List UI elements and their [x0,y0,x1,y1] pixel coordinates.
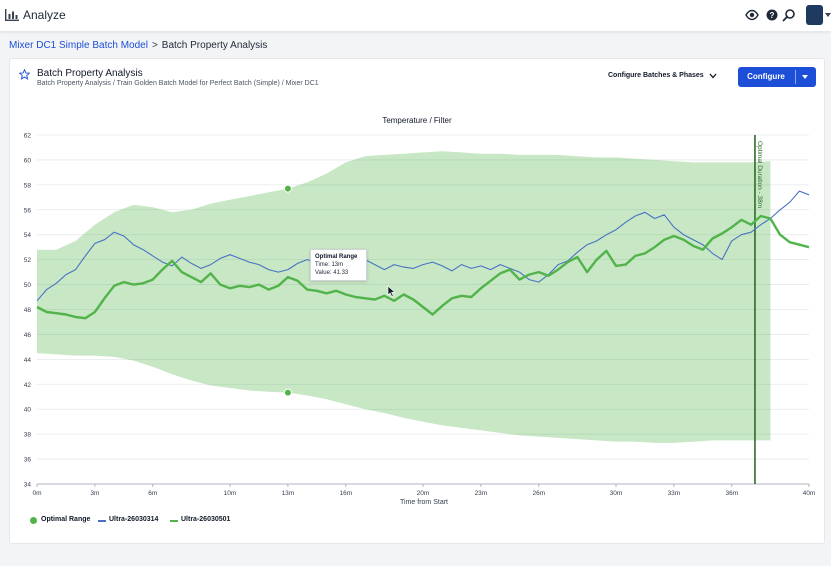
legend-label: Ultra-26030501 [181,516,231,523]
x-tick-label: 33m [668,490,681,497]
x-axis-label: Time from Start [400,499,448,506]
breadcrumb-parent-link[interactable]: Mixer DC1 Simple Batch Model [9,40,148,51]
mouse-cursor-icon [387,285,396,297]
legend-label: Ultra-26030314 [109,516,159,523]
chart-title: Temperature / Filter [382,116,452,125]
analysis-card: Batch Property Analysis Batch Property A… [9,58,825,544]
x-tick-label: 3m [90,490,99,497]
series-line-ultra-26030314[interactable] [36,190,810,302]
y-tick-label: 60 [24,157,32,164]
y-tick-label: 52 [24,257,32,264]
legend-label: Optimal Range [41,516,91,523]
x-tick-label: 30m [610,490,623,497]
x-tick-label: 13m [282,490,295,497]
optimal-range-point[interactable] [283,388,292,397]
y-tick-label: 62 [24,133,32,140]
breadcrumb-separator: > [151,40,158,51]
chevron-down-icon[interactable] [709,73,717,79]
card-subtitle: Batch Property Analysis / Train Golden B… [37,80,319,87]
x-tick-label: 20m [417,490,430,497]
y-tick-label: 46 [24,332,32,339]
help-icon[interactable]: ? [765,8,779,22]
y-tick-label: 38 [24,432,32,439]
breadcrumb-current: Batch Property Analysis [161,40,268,51]
y-tick-label: 44 [24,357,32,364]
tooltip-value: Value: 41.33 [315,270,349,276]
y-tick-label: 42 [24,382,32,389]
legend-dot-icon [30,517,37,524]
tooltip-title: Optimal Range [315,254,358,260]
configure-button-divider [795,70,796,84]
y-tick-label: 48 [24,307,32,314]
x-tick-label: 40m [803,490,816,497]
optimal-duration-label: Optimal Duration - 38m [756,141,763,208]
configure-batches-button[interactable]: Configure Batches & Phases [608,72,704,79]
x-tick-label: 0m [32,490,41,497]
y-tick-label: 54 [24,232,32,239]
breadcrumb: Mixer DC1 Simple Batch Model > Batch Prope… [9,40,267,51]
top-bar: Analyze ? [0,0,831,32]
y-tick-label: 34 [24,482,32,489]
configure-button-label: Configure [747,72,785,81]
y-tick-label: 58 [24,182,32,189]
configure-dropdown-icon[interactable] [802,75,808,79]
svg-text:?: ? [770,11,775,20]
x-tick-label: 23m [475,490,488,497]
chart-tooltip: Optimal Range Time: 13m Value: 41.33 [310,249,367,281]
x-tick-label: 36m [725,490,738,497]
y-tick-label: 56 [24,207,32,214]
eye-icon[interactable] [745,8,759,22]
temperature-chart[interactable]: Temperature / Filter Optimal Duration - … [10,59,824,509]
series-line-ultra-26030501[interactable] [36,214,810,320]
y-tick-label: 50 [24,282,32,289]
x-tick-label: 10m [224,490,237,497]
x-tick-label: 26m [532,490,545,497]
app-title: Analyze [23,8,66,22]
card-title: Batch Property Analysis [37,68,143,79]
optimal-range-point[interactable] [283,184,292,193]
x-tick-label: 16m [339,490,352,497]
y-tick-label: 36 [24,457,32,464]
tooltip-time: Time: 13m [315,262,344,268]
legend-line-icon [98,520,106,522]
search-icon[interactable] [782,8,796,22]
star-icon[interactable] [19,69,30,80]
optimal-range-band[interactable] [37,151,771,443]
y-tick-label: 40 [24,407,32,414]
avatar[interactable] [806,5,823,25]
legend-line-icon [170,520,178,522]
configure-button[interactable]: Configure [738,67,816,87]
bar-chart-icon [5,9,19,21]
x-tick-label: 6m [148,490,157,497]
chevron-down-icon[interactable] [825,13,831,17]
